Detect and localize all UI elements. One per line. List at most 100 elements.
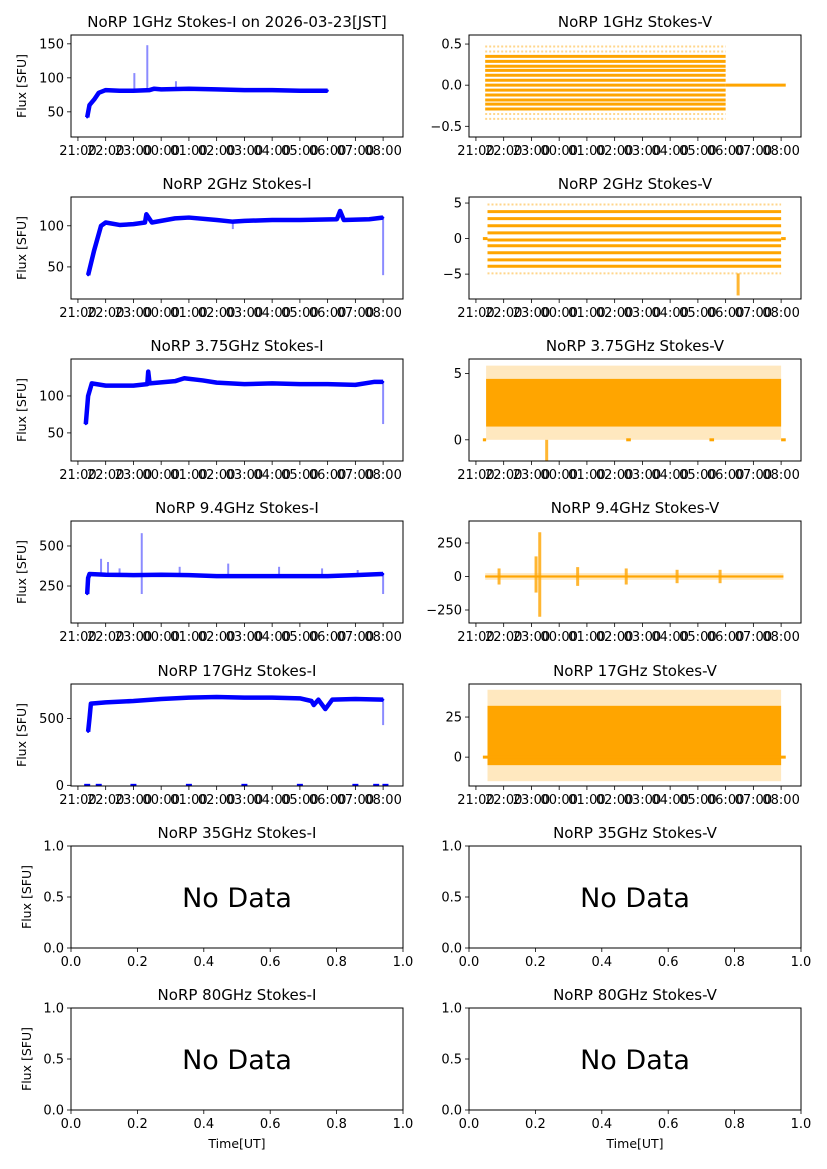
y-tick-label: 100 [39,219,64,234]
data-point [243,382,246,386]
data-point [99,224,103,227]
x-tick-label: 00:00 [142,144,179,159]
x-tick-label: 0.8 [326,1117,347,1132]
x-tick-label: 23:00 [513,793,550,808]
y-tick-label: 0 [454,570,462,585]
x-tick-label: 03:00 [226,306,263,321]
x-tick-label: 22:00 [87,144,124,159]
axes-frame [468,196,802,300]
panel-title: NoRP 35GHz Stokes-V [553,824,718,842]
plot-area [84,45,329,119]
no-data-label: No Data [182,1045,292,1076]
x-tick-label: 04:00 [651,630,688,645]
y-tick-label: 0.0 [43,1104,64,1119]
x-tick-label: 1.0 [393,955,414,970]
x-tick-label: 23:00 [513,306,550,321]
x-tick-label: 06:00 [707,630,744,645]
axes-frame [70,358,404,462]
panel-title: NoRP 1GHz Stokes-I on 2026-03-23[JST] [87,13,387,31]
x-tick-label: 23:00 [513,468,550,483]
x-tick-label: 05:00 [679,468,716,483]
y-tick-label: 0 [454,433,462,448]
x-tick-label: 04:00 [253,144,290,159]
x-tick-label: 21:00 [59,144,96,159]
x-tick-label: 0.6 [658,955,679,970]
panel-title: NoRP 17GHz Stokes-V [553,662,718,680]
y-tick-label: 100 [39,71,64,86]
dense-scatter-band [486,378,782,427]
x-tick-label: 23:00 [513,144,550,159]
x-tick-label: 0.2 [127,1117,148,1132]
y-tick-label: 25 [445,711,462,726]
data-point [298,382,302,386]
x-tick-label: 03:00 [226,793,263,808]
panel-i5: NoRP 17GHz Stokes-I Flux [SFU] 21:0022:002… [14,662,404,808]
x-tick-label: 02:00 [596,306,633,321]
axes-frame [468,845,802,949]
x-tick-label: 05:00 [679,306,716,321]
y-axis-label: Flux [SFU] [19,865,34,929]
y-tick-label: 250 [437,536,462,551]
data-point [104,384,107,387]
x-tick-label: 21:00 [457,630,494,645]
zero-marker [241,783,248,786]
x-tick-label: 08:00 [364,468,401,483]
x-tick-label: 06:00 [707,793,744,808]
axes-frame [70,34,404,138]
x-tick-label: 07:00 [735,630,772,645]
plot-area [83,369,385,426]
x-tick-label: 02:00 [596,630,633,645]
plot-area [85,208,385,277]
zero-marker [130,783,137,786]
axes-frame [70,196,404,300]
data-point [354,383,357,387]
x-tick-label: 02:00 [198,468,235,483]
x-tick-label: 04:00 [253,630,290,645]
data-point [243,574,246,578]
x-tick-label: 00:00 [540,306,577,321]
data-point [342,218,346,222]
data-point [104,88,107,92]
y-tick-label: −5 [443,268,462,283]
y-tick-label: 0 [454,751,462,766]
data-point [231,220,235,223]
y-tick-label: 0.5 [43,891,64,906]
data-point [86,394,90,398]
data-point [368,218,371,221]
zero-marker [352,783,359,786]
x-tick-label: 07:00 [735,793,772,808]
y-tick-label: 0.5 [43,1053,64,1068]
panel-title: NoRP 9.4GHz Stokes-I [155,499,319,517]
data-point [132,573,135,577]
x-tick-label: 07:00 [735,144,772,159]
stokes-i-series [85,208,384,276]
axes-frame [70,683,404,787]
data-point [354,573,357,577]
x-tick-label: 04:00 [651,793,688,808]
x-tick-label: 07:00 [337,144,374,159]
data-point [324,707,327,711]
panel-title: NoRP 80GHz Stokes-V [553,986,718,1004]
x-tick-label: 23:00 [115,630,152,645]
x-tick-label: 0.4 [193,955,214,970]
y-axis-label: Flux [SFU] [19,1027,34,1091]
x-tick-label: 03:00 [624,793,661,808]
x-tick-label: 21:00 [457,468,494,483]
x-tick-label: 0.8 [326,955,347,970]
y-tick-label: 5 [454,367,462,382]
y-tick-label: 500 [39,539,64,554]
x-tick-label: 04:00 [651,144,688,159]
data-point [298,697,302,700]
x-tick-label: 02:00 [596,144,633,159]
y-axis-label: Flux [SFU] [14,703,29,767]
data-point [173,217,177,220]
y-tick-label: 250 [39,580,64,595]
x-tick-label: 08:00 [762,630,799,645]
x-tick-label: 08:00 [762,793,799,808]
x-tick-label: 00:00 [142,630,179,645]
y-tick-label: 50 [47,105,64,120]
x-tick-label: 00:00 [142,306,179,321]
plot-area [482,203,786,296]
y-tick-label: 0.0 [43,942,64,957]
